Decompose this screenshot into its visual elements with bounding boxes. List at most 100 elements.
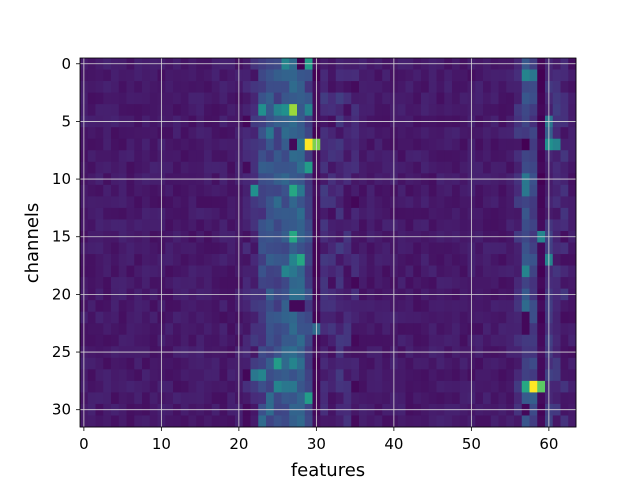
heatmap-cell — [273, 184, 282, 197]
heatmap-cell — [335, 184, 344, 197]
heatmap-cell — [266, 380, 275, 393]
heatmap-cell — [366, 219, 375, 232]
heatmap-cell — [281, 184, 290, 197]
heatmap-cell — [568, 138, 577, 151]
heatmap-cell — [273, 357, 282, 370]
heatmap-cell — [498, 392, 507, 405]
heatmap-cell — [95, 69, 104, 82]
heatmap-cell — [304, 369, 313, 382]
heatmap-cell — [227, 415, 236, 428]
heatmap-cell — [266, 254, 275, 266]
heatmap-cell — [180, 219, 189, 232]
heatmap-cell — [328, 369, 337, 382]
y-tick-label: 15 — [52, 228, 71, 246]
heatmap-cell — [382, 207, 391, 220]
heatmap-cell — [490, 92, 499, 105]
heatmap-cell — [335, 357, 344, 370]
heatmap-cell — [281, 369, 290, 382]
heatmap-cell — [444, 150, 453, 163]
heatmap-cell — [173, 207, 182, 220]
heatmap-cell — [475, 369, 484, 382]
heatmap-cell — [250, 127, 259, 140]
heatmap-cell — [436, 277, 445, 290]
heatmap-cell — [552, 265, 561, 278]
heatmap-cell — [258, 104, 267, 117]
heatmap-cell — [529, 150, 538, 163]
heatmap-cell — [521, 334, 530, 347]
heatmap-cell — [568, 254, 577, 266]
heatmap-cell — [483, 392, 492, 405]
heatmap-cell — [142, 357, 151, 370]
heatmap-cell — [428, 265, 437, 278]
heatmap-cell — [87, 196, 96, 209]
heatmap-cell — [374, 81, 383, 93]
heatmap-cell — [95, 380, 104, 393]
heatmap-cell — [204, 104, 213, 117]
heatmap-cell — [219, 415, 228, 428]
heatmap-cell — [242, 184, 251, 197]
heatmap-cell — [211, 380, 220, 393]
heatmap-cell — [351, 334, 360, 347]
heatmap-cell — [188, 415, 197, 428]
heatmap-cell — [328, 196, 337, 209]
heatmap-cell — [118, 242, 127, 255]
heatmap-cell — [180, 254, 189, 266]
heatmap-cell — [149, 392, 158, 405]
heatmap-cell — [483, 415, 492, 428]
heatmap-cell — [459, 357, 468, 370]
heatmap-cell — [537, 184, 546, 197]
heatmap-cell — [289, 311, 298, 324]
heatmap-cell — [258, 196, 267, 209]
heatmap-cell — [343, 357, 352, 370]
heatmap-cell — [444, 104, 453, 117]
heatmap-cell — [498, 242, 507, 255]
heatmap-cell — [521, 323, 530, 336]
heatmap-cell — [506, 254, 515, 266]
heatmap-cell — [242, 254, 251, 266]
heatmap-cell — [537, 92, 546, 105]
heatmap-cell — [359, 415, 368, 428]
heatmap-cell — [250, 380, 259, 393]
heatmap-cell — [475, 277, 484, 290]
heatmap-cell — [452, 92, 461, 105]
heatmap-cell — [560, 161, 569, 174]
heatmap-cell — [242, 265, 251, 278]
heatmap-cell — [514, 265, 523, 278]
heatmap-cell — [250, 81, 259, 93]
heatmap-cell — [537, 415, 546, 428]
heatmap-cell — [397, 81, 406, 93]
heatmap-cell — [180, 334, 189, 347]
heatmap-cell — [351, 392, 360, 405]
heatmap-cell — [328, 265, 337, 278]
heatmap-cell — [452, 184, 461, 197]
heatmap-cell — [351, 219, 360, 232]
heatmap-cell — [335, 254, 344, 266]
heatmap-cell — [103, 127, 112, 140]
heatmap-cell — [211, 92, 220, 105]
heatmap-cell — [219, 207, 228, 220]
heatmap-cell — [405, 323, 414, 336]
heatmap-cell — [552, 300, 561, 313]
heatmap-cell — [196, 161, 205, 174]
heatmap-cell — [483, 184, 492, 197]
heatmap-cell — [521, 196, 530, 209]
heatmap-cell — [250, 69, 259, 82]
heatmap-cell — [281, 81, 290, 93]
heatmap-cell — [87, 161, 96, 174]
heatmap-cell — [397, 392, 406, 405]
heatmap-cell — [459, 150, 468, 163]
heatmap-cell — [405, 207, 414, 220]
heatmap-cell — [366, 323, 375, 336]
heatmap-cell — [374, 207, 383, 220]
heatmap-cell — [382, 138, 391, 151]
heatmap-cell — [421, 207, 430, 220]
heatmap-cell — [204, 150, 213, 163]
heatmap-cell — [173, 104, 182, 117]
heatmap-cell — [537, 196, 546, 209]
heatmap-cell — [506, 334, 515, 347]
heatmap-cell — [359, 138, 368, 151]
heatmap-cell — [343, 254, 352, 266]
heatmap-cell — [397, 92, 406, 105]
heatmap-cell — [242, 196, 251, 209]
heatmap-cell — [297, 334, 306, 347]
